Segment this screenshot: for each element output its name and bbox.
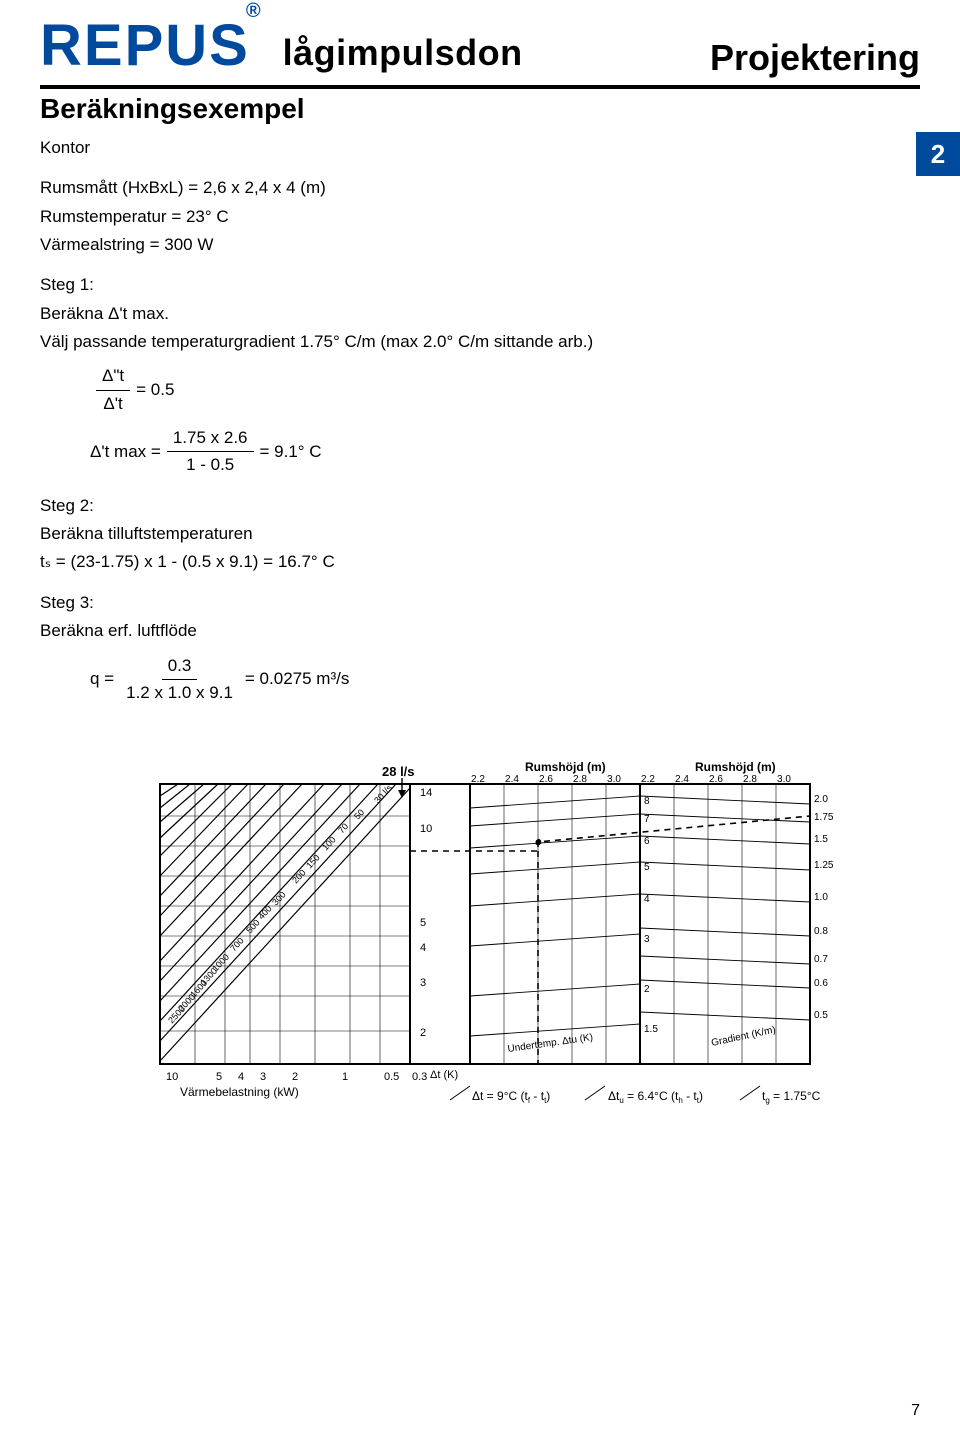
step3-eq: q = 0.3 1.2 x 1.0 x 9.1 = 0.0275 m³/s [90, 653, 920, 707]
content-body: Kontor Rumsmått (HxBxL) = 2,6 x 2,4 x 4 … [40, 135, 920, 1136]
step1-eq1: Δ"t Δ't = 0.5 [90, 363, 920, 417]
svg-text:2: 2 [420, 1027, 426, 1039]
brand-reg: ® [246, 0, 263, 22]
step1-eq2: Δ't max = 1.75 x 2.6 1 - 0.5 = 9.1° C [90, 425, 920, 479]
svg-text:2.8: 2.8 [573, 774, 587, 785]
svg-text:3: 3 [260, 1071, 266, 1083]
svg-text:14: 14 [420, 787, 432, 799]
rumstemp: Rumstemperatur = 23° C [40, 204, 920, 230]
svg-text:Rumshöjd (m): Rumshöjd (m) [525, 760, 606, 774]
svg-text:3.0: 3.0 [607, 774, 621, 785]
svg-text:0.5: 0.5 [384, 1071, 399, 1083]
svg-text:4: 4 [420, 942, 426, 954]
brand-subtitle: lågimpulsdon [283, 32, 523, 74]
svg-text:0.7: 0.7 [814, 954, 828, 965]
svg-text:10: 10 [420, 823, 432, 835]
step2-l1: Beräkna tilluftstemperaturen [40, 521, 920, 547]
step3-l1: Beräkna erf. luftflöde [40, 618, 920, 644]
step2-eq: tₛ = (23-1.75) x 1 - (0.5 x 9.1) = 16.7°… [40, 549, 920, 575]
svg-text:6: 6 [644, 836, 650, 847]
frac: 1.75 x 2.6 1 - 0.5 [167, 425, 254, 479]
svg-text:2.8: 2.8 [743, 774, 757, 785]
svg-text:70: 70 [336, 821, 350, 835]
brand: REPUS® lågimpulsdon [40, 12, 523, 79]
svg-text:Rumshöjd (m): Rumshöjd (m) [695, 760, 776, 774]
svg-text:3: 3 [644, 934, 650, 945]
svg-text:3.0: 3.0 [777, 774, 791, 785]
svg-text:0.3: 0.3 [412, 1071, 427, 1083]
brand-name: REPUS [40, 13, 250, 78]
svg-text:tg = 1.75°C: tg = 1.75°C [762, 1089, 821, 1105]
svg-text:1.25: 1.25 [814, 860, 834, 871]
svg-text:1.0: 1.0 [814, 892, 828, 903]
step1-l1: Beräkna Δ't max. [40, 301, 920, 327]
svg-text:1.75: 1.75 [814, 812, 834, 823]
brand-logo: REPUS® [40, 12, 267, 79]
kontor-label: Kontor [40, 135, 920, 161]
svg-text:0.6: 0.6 [814, 978, 828, 989]
svg-text:28 l/s: 28 l/s [382, 764, 415, 779]
step2-title: Steg 2: [40, 493, 920, 519]
svg-text:5: 5 [216, 1071, 222, 1083]
svg-text:2.2: 2.2 [641, 774, 655, 785]
chart-wrap: 30 l/s5070100150200300400500700100013001… [40, 756, 920, 1136]
page-tab: 2 [916, 132, 960, 176]
svg-text:2: 2 [644, 984, 650, 995]
frac: Δ"t Δ't [96, 363, 130, 417]
svg-text:Undertemp. Δtu (K): Undertemp. Δtu (K) [507, 1032, 594, 1055]
step1-title: Steg 1: [40, 272, 920, 298]
svg-text:5: 5 [644, 862, 650, 873]
svg-text:2.4: 2.4 [675, 774, 689, 785]
page-number: 7 [911, 1402, 920, 1420]
varmealstring: Värmealstring = 300 W [40, 232, 920, 258]
svg-text:Δt (K): Δt (K) [430, 1069, 458, 1081]
frac: 0.3 1.2 x 1.0 x 9.1 [120, 653, 239, 707]
nomogram-chart: 30 l/s5070100150200300400500700100013001… [120, 756, 840, 1136]
page-header: REPUS® lågimpulsdon Projektering [40, 12, 920, 79]
svg-text:0.8: 0.8 [814, 926, 828, 937]
svg-text:8: 8 [644, 796, 650, 807]
svg-text:Δt = 9°C (tf - tt): Δt = 9°C (tf - tt) [472, 1089, 550, 1105]
svg-text:1.5: 1.5 [814, 834, 828, 845]
svg-text:Värmebelastning (kW): Värmebelastning (kW) [180, 1085, 299, 1099]
svg-text:0.5: 0.5 [814, 1010, 828, 1021]
svg-text:7: 7 [644, 814, 650, 825]
svg-text:2.6: 2.6 [709, 774, 723, 785]
step3-title: Steg 3: [40, 590, 920, 616]
svg-text:4: 4 [238, 1071, 244, 1083]
svg-text:2.6: 2.6 [539, 774, 553, 785]
svg-text:1.5: 1.5 [644, 1024, 658, 1035]
step1-l2: Välj passande temperaturgradient 1.75° C… [40, 329, 920, 355]
section-title: Beräkningsexempel [40, 85, 920, 125]
svg-text:Gradient (K/m): Gradient (K/m) [710, 1025, 776, 1049]
svg-text:10: 10 [166, 1071, 178, 1083]
section-right-title: Projektering [710, 37, 920, 79]
svg-text:2: 2 [292, 1071, 298, 1083]
svg-text:5: 5 [420, 917, 426, 929]
svg-text:2.4: 2.4 [505, 774, 519, 785]
rumsmatt: Rumsmått (HxBxL) = 2,6 x 2,4 x 4 (m) [40, 175, 920, 201]
svg-text:4: 4 [644, 894, 650, 905]
svg-text:1: 1 [342, 1071, 348, 1083]
svg-text:2.2: 2.2 [471, 774, 485, 785]
svg-text:3: 3 [420, 977, 426, 989]
svg-text:2.0: 2.0 [814, 794, 828, 805]
svg-text:Δtu = 6.4°C (th - tt): Δtu = 6.4°C (th - tt) [608, 1089, 703, 1105]
